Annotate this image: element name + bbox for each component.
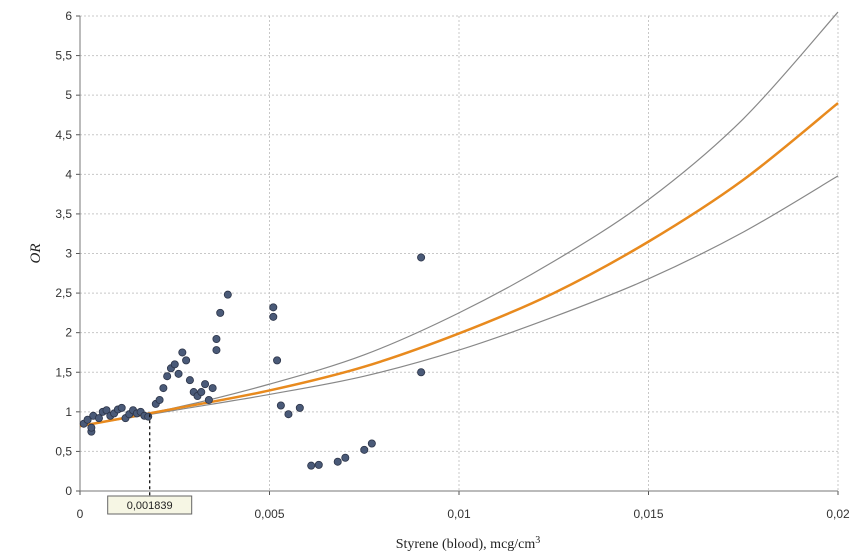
data-point xyxy=(333,457,342,466)
tick-labels: 0 0,5 1 1,5 2 2,5 3 3,5 4 4,5 5 5,5 6 0 0,005 0,01 0,015… xyxy=(55,9,850,521)
data-point xyxy=(163,372,172,381)
data-point xyxy=(273,356,282,365)
x-tick-label: 0,005 xyxy=(254,507,284,521)
series-lines xyxy=(79,11,839,428)
data-point xyxy=(276,401,285,410)
x-tick-label: 0,015 xyxy=(633,507,663,521)
data-point xyxy=(367,439,376,448)
data-point xyxy=(201,380,210,389)
y-tick-label: 1,5 xyxy=(55,365,72,379)
y-tick-label: 5 xyxy=(65,88,72,102)
data-point xyxy=(284,410,293,419)
data-point xyxy=(269,312,278,321)
y-tick-label: 1 xyxy=(65,405,72,419)
data-point xyxy=(212,346,221,355)
data-point xyxy=(102,406,111,415)
threshold-callout xyxy=(107,495,193,515)
data-point xyxy=(83,415,92,424)
data-point xyxy=(307,461,316,470)
data-point xyxy=(341,453,350,462)
x-axis-label-text: Styrene (blood), mcg/cm xyxy=(396,537,536,552)
data-point xyxy=(174,369,183,378)
data-point xyxy=(87,423,96,432)
y-tick-label: 4 xyxy=(65,167,72,181)
scatter-points xyxy=(79,253,426,470)
series-line-upper xyxy=(79,11,839,427)
x-axis-label-superscript: 3 xyxy=(535,535,540,546)
y-tick-label: 0,5 xyxy=(55,444,72,458)
y-tick-label: 5,5 xyxy=(55,49,72,63)
data-point xyxy=(314,460,323,469)
x-axis-label: Styrene (blood), mcg/cm3 xyxy=(396,535,541,553)
grid xyxy=(80,15,839,491)
threshold-callout-label: 0,001839 xyxy=(127,500,173,512)
x-tick-label: 0,02 xyxy=(826,507,850,521)
x-tick-label: 0 xyxy=(77,507,84,521)
y-tick-label: 3 xyxy=(65,247,72,261)
series-line-lower xyxy=(79,175,839,427)
data-point xyxy=(170,360,179,369)
x-tick-label: 0,01 xyxy=(447,507,471,521)
y-axis-label: OR xyxy=(28,244,44,264)
data-point xyxy=(197,388,206,397)
threshold-marker: 0,001839 xyxy=(107,414,193,515)
y-tick-label: 4,5 xyxy=(55,128,72,142)
data-point xyxy=(159,384,168,393)
y-tick-label: 2,5 xyxy=(55,286,72,300)
data-point xyxy=(182,356,191,365)
data-point xyxy=(155,395,164,404)
data-point xyxy=(223,290,232,299)
series-line-fit xyxy=(79,102,839,428)
data-point xyxy=(208,384,217,393)
data-point xyxy=(212,334,221,343)
y-tick-label: 2 xyxy=(65,326,72,340)
data-point xyxy=(417,368,426,377)
data-point xyxy=(144,412,153,421)
data-point xyxy=(216,308,225,317)
data-point xyxy=(417,253,426,262)
data-point xyxy=(185,376,194,385)
data-point xyxy=(295,403,304,412)
data-point xyxy=(360,445,369,454)
data-point xyxy=(178,348,187,357)
data-point xyxy=(204,395,213,404)
data-point xyxy=(269,303,278,312)
y-tick-label: 6 xyxy=(65,9,72,23)
axes xyxy=(76,15,839,495)
y-tick-label: 0 xyxy=(65,484,72,498)
data-point xyxy=(94,414,103,423)
y-tick-label: 3,5 xyxy=(55,207,72,221)
data-point xyxy=(117,403,126,412)
